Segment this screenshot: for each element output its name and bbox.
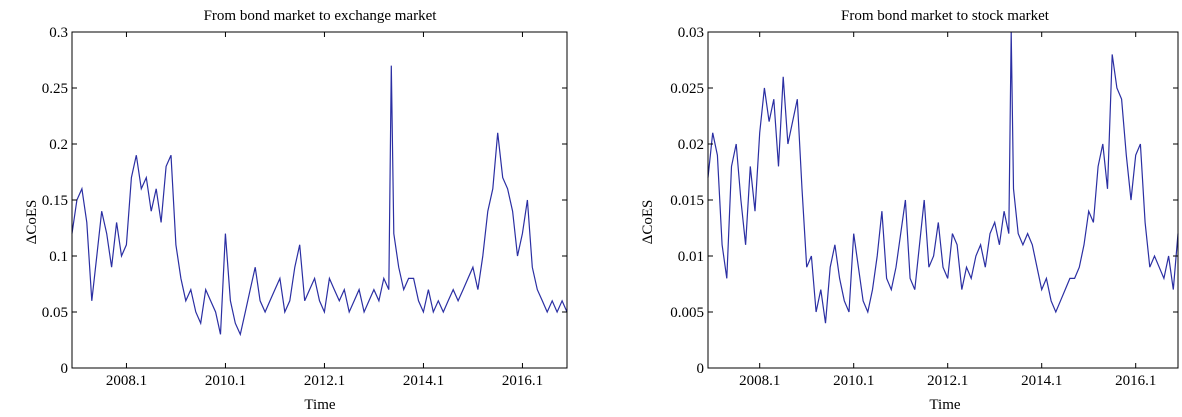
x-tick-label: 2008.1 (739, 373, 780, 389)
y-tick-label: 0 (697, 361, 705, 377)
y-tick-label: 0.01 (678, 249, 704, 265)
plot-area: 0 0.005 0.01 0.015 0.02 0.025 0.03 2008.1 2010.1… (670, 25, 1179, 389)
x-tick-label: 2012.1 (927, 373, 968, 389)
axes-frame (707, 31, 1179, 369)
x-tick-label: 2014.1 (403, 373, 444, 389)
y-tick-label: 0.15 (42, 193, 68, 209)
x-tick-label: 2010.1 (833, 373, 874, 389)
y-tick-label: 0.05 (42, 305, 68, 321)
plot-area: 0 0.05 0.1 0.15 0.2 0.25 0.3 2008.1 2010.1 2012.1… (42, 25, 568, 389)
chart-title: From bond market to exchange market (204, 8, 438, 24)
series-line (707, 31, 1179, 324)
y-tick-label: 0.25 (42, 81, 68, 97)
axes-frame (71, 31, 568, 369)
chart-stock-market: From bond market to stock market ΔCoES T… (640, 8, 1179, 413)
chart-title: From bond market to stock market (841, 8, 1050, 24)
y-tick-label: 0.015 (670, 193, 704, 209)
y-tick-label: 0.1 (49, 249, 68, 265)
x-tick-label: 2008.1 (106, 373, 147, 389)
x-axis-label: Time (929, 397, 960, 413)
y-axis-label: ΔCoES (640, 200, 656, 245)
y-tick-label: 0.025 (670, 81, 704, 97)
x-tick-label: 2012.1 (304, 373, 345, 389)
y-tick-label: 0.03 (678, 25, 704, 41)
x-tick-label: 2016.1 (1115, 373, 1156, 389)
y-axis-label: ΔCoES (24, 200, 40, 245)
y-tick-label: 0.02 (678, 137, 704, 153)
x-tick-label: 2014.1 (1021, 373, 1062, 389)
series-line (71, 65, 568, 337)
y-tick-label: 0.005 (670, 305, 704, 321)
y-tick-label: 0 (61, 361, 69, 377)
x-axis-label: Time (304, 397, 335, 413)
x-tick-label: 2010.1 (205, 373, 246, 389)
x-tick-label: 2016.1 (502, 373, 543, 389)
chart-exchange-market: From bond market to exchange market ΔCoE… (24, 8, 568, 413)
y-tick-label: 0.2 (49, 137, 68, 153)
y-tick-label: 0.3 (49, 25, 68, 41)
